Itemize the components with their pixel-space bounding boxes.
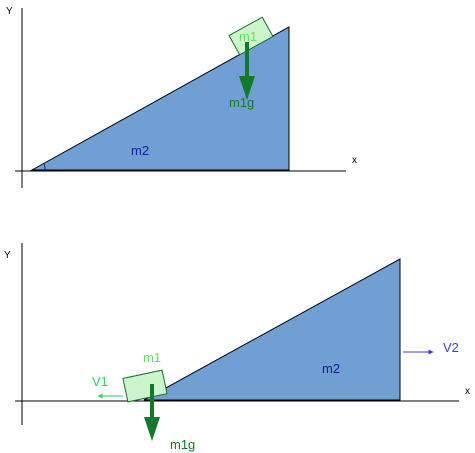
top-x-axis-label: x xyxy=(352,155,357,166)
bottom-block xyxy=(122,369,168,403)
top-gravity-arrowhead xyxy=(239,76,255,100)
top-angle-arc xyxy=(43,163,46,171)
bottom-y-axis-label: Y xyxy=(4,250,11,261)
bottom-gravity-label: m1g xyxy=(170,437,195,452)
v2-label: V2 xyxy=(443,340,459,355)
bottom-gravity-arrowhead xyxy=(144,417,160,441)
top-block-label: m1 xyxy=(239,29,257,44)
top-block xyxy=(228,16,274,56)
top-diagram: Y x m2 m1 m1g xyxy=(6,6,357,188)
bottom-wedge xyxy=(143,258,401,401)
top-gravity-label: m1g xyxy=(229,95,254,110)
bottom-diagram: Y x m2 V2 m1 V1 m1g xyxy=(4,243,470,452)
top-wedge-label: m2 xyxy=(131,143,149,158)
top-wedge xyxy=(30,26,290,171)
bottom-wedge-label: m2 xyxy=(322,361,340,376)
bottom-x-axis-label: x xyxy=(465,386,470,397)
top-y-axis-label: Y xyxy=(6,6,13,17)
v1-label: V1 xyxy=(92,374,108,389)
bottom-block-label: m1 xyxy=(143,350,161,365)
